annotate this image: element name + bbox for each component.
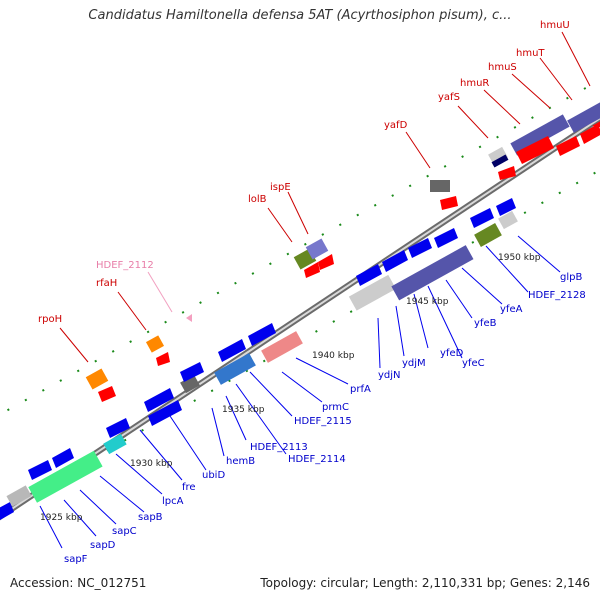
- label-ydjM: ydjM: [402, 358, 426, 369]
- gene-hmuR: [498, 166, 516, 180]
- label-ispE: ispE: [270, 182, 291, 193]
- label-fre: fre: [182, 482, 196, 493]
- label-lolB: lolB: [248, 194, 267, 205]
- gene-prmC: [218, 339, 246, 362]
- gene-rfaH: [145, 335, 165, 353]
- scale-1950: 1950 kbp: [498, 253, 541, 263]
- upper-gene-labels: rpoH rfaH HDEF_2112 lolB ispE yafD yafS …: [38, 20, 570, 325]
- gene-glpB3: [496, 198, 516, 216]
- gene-hmuS2: [556, 136, 580, 156]
- gene-HDEF_2115: [214, 353, 256, 385]
- label-ydjN: ydjN: [378, 370, 401, 381]
- label-hmuR: hmuR: [460, 78, 489, 89]
- label-sapC: sapC: [112, 526, 137, 537]
- lower-gene-labels: sapF sapD sapC sapB lpcA fre ubiD hemB H…: [64, 272, 586, 565]
- label-hmuU: hmuU: [540, 20, 570, 31]
- label-yfeD: yfeD: [440, 348, 464, 359]
- label-yfeA: yfeA: [500, 304, 523, 315]
- topology-text: Topology: circular; Length: 2,110,331 bp…: [260, 576, 590, 590]
- gene-ispE2: [304, 262, 320, 278]
- gene-hmuS: [510, 114, 570, 156]
- label-rpoH: rpoH: [38, 314, 62, 325]
- gene-HDEF_2114: [180, 362, 204, 382]
- scale-1940: 1940 kbp: [312, 351, 355, 361]
- map-title: Candidatus Hamiltonella defensa 5AT (Acy…: [88, 8, 512, 23]
- accession-text: Accession: NC_012751: [10, 576, 147, 590]
- forward-genes: [85, 101, 600, 402]
- lower-leaders: [39, 235, 561, 549]
- label-yfeB: yfeB: [474, 318, 497, 329]
- label-ubiD: ubiD: [202, 470, 225, 481]
- gene-prfA: [248, 323, 276, 346]
- gene-rpoH2: [98, 386, 116, 402]
- gene-sapF: [0, 502, 14, 520]
- gene-yfeD: [356, 264, 382, 286]
- gene-yfeC: [382, 250, 408, 272]
- gene-yafD: [430, 180, 450, 192]
- gene-ispE: [305, 238, 329, 260]
- label-glpB: glpB: [560, 272, 582, 283]
- scale-labels: 1925 kbp 1930 kbp 1935 kbp 1940 kbp 1945…: [40, 253, 541, 523]
- label-yafD: yafD: [384, 120, 408, 131]
- gene-fre: [106, 418, 130, 438]
- gene-hmuT2: [580, 124, 600, 144]
- gene-hmuT: [567, 101, 600, 133]
- label-HDEF_2114: HDEF_2114: [288, 454, 346, 465]
- label-sapF: sapF: [64, 554, 88, 565]
- gene-yafS: [488, 146, 508, 166]
- label-hmuS: hmuS: [488, 62, 517, 73]
- upper-leaders: [59, 31, 591, 363]
- scale-1930: 1930 kbp: [130, 459, 173, 469]
- gene-ubiD: [103, 433, 127, 455]
- label-sapB: sapB: [138, 512, 163, 523]
- gene-rfaH2: [156, 352, 170, 366]
- gene-HDEF_2112: [186, 314, 192, 322]
- gene-HDEF_2128: [474, 223, 502, 247]
- label-sapD: sapD: [90, 540, 116, 551]
- scale-1935: 1935 kbp: [222, 405, 265, 415]
- label-HDEF_2115: HDEF_2115: [294, 416, 352, 427]
- label-lpcA: lpcA: [162, 496, 184, 507]
- label-HDEF_2112: HDEF_2112: [96, 260, 154, 271]
- gene-hmuR2: [516, 136, 554, 164]
- track-guides: [0, 79, 600, 501]
- label-yafS: yafS: [438, 92, 460, 103]
- label-prfA: prfA: [350, 384, 371, 395]
- gene-ydjM: [391, 245, 474, 301]
- label-HDEF_2113: HDEF_2113: [250, 442, 308, 453]
- gene-ydjN: [348, 274, 396, 311]
- gene-sapC: [28, 460, 52, 480]
- scale-1925: 1925 kbp: [40, 513, 83, 523]
- gene-glpB2: [498, 210, 518, 230]
- gene-ispE3: [318, 254, 334, 270]
- label-hmuT: hmuT: [516, 48, 545, 59]
- gene-prfA-box: [261, 331, 303, 363]
- label-HDEF_2128: HDEF_2128: [528, 290, 586, 301]
- scale-1945: 1945 kbp: [406, 297, 449, 307]
- gene-HDEF_2113: [180, 374, 200, 394]
- gene-hemB2: [148, 400, 182, 426]
- gene-yafS2: [491, 154, 509, 168]
- gene-sapD: [6, 485, 32, 507]
- gene-yfeB: [408, 238, 432, 258]
- label-yfeC: yfeC: [462, 358, 485, 369]
- gene-hemB: [144, 388, 174, 412]
- gene-lpcA: [28, 450, 103, 503]
- gene-glpB: [470, 208, 494, 228]
- label-rfaH: rfaH: [96, 278, 117, 289]
- label-prmC: prmC: [322, 402, 349, 413]
- gene-yfeA: [434, 228, 458, 248]
- gene-rpoH: [85, 368, 109, 390]
- gene-sapB: [52, 448, 74, 468]
- gene-yafD2: [440, 196, 458, 210]
- reverse-genes: [0, 198, 518, 520]
- label-hemB: hemB: [226, 456, 255, 467]
- gene-hmuU: [592, 121, 600, 128]
